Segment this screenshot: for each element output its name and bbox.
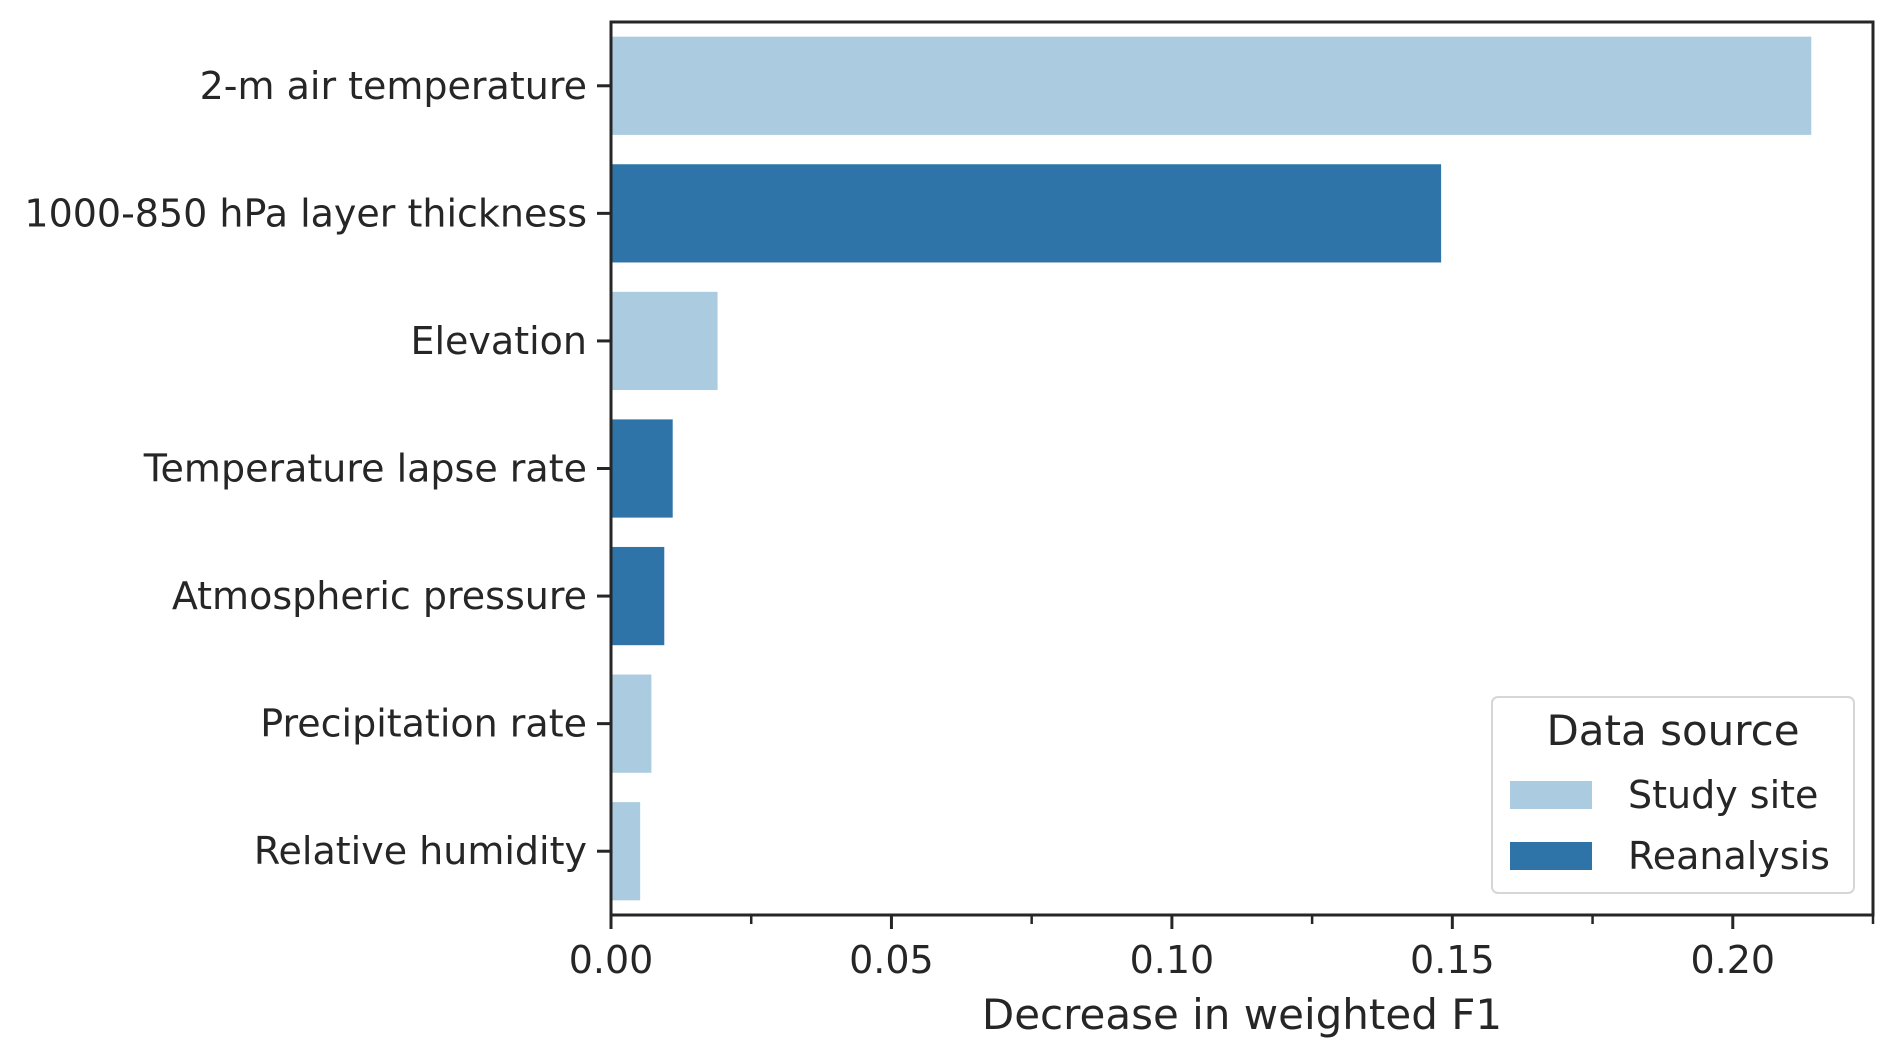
bar-temperature-lapse-rate <box>611 419 673 518</box>
y-tick-label-temperature-lapse-rate: Temperature lapse rate <box>143 447 587 491</box>
bar-relative-humidity <box>611 802 641 901</box>
y-tick-label-2-m-air-temperature: 2-m air temperature <box>200 64 587 108</box>
legend-label-study-site: Study site <box>1628 773 1818 817</box>
legend-title: Data source <box>1546 706 1799 755</box>
y-tick-label-1000-850-hpa-layer-thickness: 1000-850 hPa layer thickness <box>24 191 587 235</box>
x-tick-label: 0.05 <box>849 938 934 982</box>
legend-swatch-study-site <box>1510 781 1592 809</box>
bar-1000-850-hpa-layer-thickness <box>611 164 1442 263</box>
x-tick-label: 0.15 <box>1410 938 1495 982</box>
x-tick-label: 0.20 <box>1690 938 1775 982</box>
y-tick-label-atmospheric-pressure: Atmospheric pressure <box>172 574 587 618</box>
y-axis: 2-m air temperature 1000-850 hPa layer th… <box>24 64 611 873</box>
bars-group <box>611 36 1812 901</box>
y-tick-label-elevation: Elevation <box>410 319 587 363</box>
legend-label-reanalysis: Reanalysis <box>1628 834 1830 878</box>
legend: Data source Study site Reanalysis <box>1491 696 1855 894</box>
bar-atmospheric-pressure <box>611 546 665 646</box>
bar-precipitation-rate <box>611 674 652 773</box>
bar-elevation <box>611 291 718 391</box>
plot-frame <box>609 20 1875 917</box>
y-tick-label-relative-humidity: Relative humidity <box>254 829 587 873</box>
legend-swatch-reanalysis <box>1510 842 1592 870</box>
x-tick-label: 0.00 <box>569 938 654 982</box>
x-axis-label: Decrease in weighted F1 <box>982 990 1502 1039</box>
y-tick-label-precipitation-rate: Precipitation rate <box>260 702 587 746</box>
x-axis: 0.00 0.05 0.10 0.15 0.20 <box>569 915 1875 982</box>
bar-2-m-air-temperature <box>611 36 1812 135</box>
x-tick-label: 0.10 <box>1130 938 1215 982</box>
